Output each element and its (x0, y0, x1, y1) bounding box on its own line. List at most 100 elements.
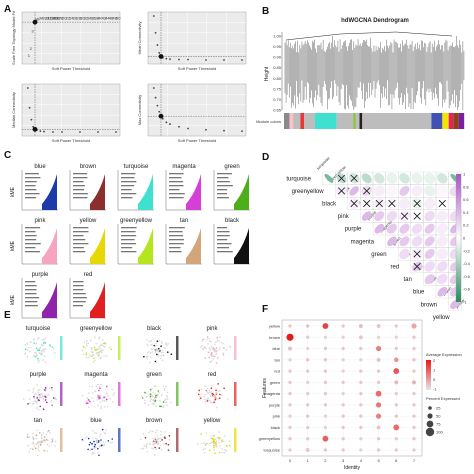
corr-ellipse (374, 223, 385, 234)
cell-point (36, 349, 39, 352)
cell-point (163, 387, 166, 390)
cell-point (168, 438, 171, 441)
cell-point (98, 337, 100, 340)
module-label: turquoise (286, 176, 311, 182)
feature-label: purple (269, 402, 281, 407)
corr-ellipse (437, 286, 448, 297)
cell-point (86, 340, 88, 343)
expression-dot (412, 335, 416, 339)
cell-point (101, 351, 103, 354)
cell-point (151, 351, 154, 353)
cell-point (162, 385, 165, 387)
cell-point (164, 431, 167, 433)
cell-point (225, 449, 227, 452)
cell-point (157, 350, 159, 352)
cell-point (36, 442, 38, 445)
cell-point (216, 436, 219, 439)
cell-point (210, 387, 213, 389)
cell-point (97, 387, 99, 390)
cell-point (41, 339, 43, 341)
expression-dot (412, 346, 416, 351)
cell-point (37, 394, 40, 396)
expression-dot (412, 358, 416, 362)
feature-label: green (270, 380, 280, 385)
expression-dot (359, 391, 363, 396)
cell-point (159, 350, 161, 352)
module-title: tan (34, 418, 42, 424)
cell-point (208, 399, 211, 402)
power-label: 17 (57, 15, 62, 20)
expression-dot (393, 368, 400, 375)
cell-point (206, 336, 209, 338)
cell-point (82, 439, 84, 442)
module-label-diag: brown (441, 285, 452, 296)
kme-area (42, 174, 57, 210)
dendrogram-branch (285, 31, 453, 41)
cell-point (109, 397, 111, 400)
cell-point (54, 444, 56, 447)
feature-colorbar (60, 336, 63, 360)
module-label-diag: yellow (454, 298, 465, 309)
cell-point (215, 362, 218, 364)
corr-ellipse (386, 210, 398, 222)
cell-point (212, 358, 214, 360)
feature-label: red (274, 369, 280, 374)
feature-colorbar (118, 336, 121, 360)
cell-point (97, 395, 99, 398)
cell-point (154, 385, 157, 388)
data-point (187, 127, 189, 130)
cell-point (204, 447, 206, 450)
expression-dot (394, 391, 398, 396)
cell-point (153, 442, 156, 445)
cell-point (100, 356, 102, 358)
cell-point (163, 389, 166, 392)
hub-gene-label (121, 197, 133, 199)
data-point (30, 118, 33, 121)
cell-point (153, 454, 156, 456)
cell-point (170, 353, 173, 356)
hub-gene-label (169, 185, 184, 187)
expression-dot (306, 335, 310, 339)
module-title: turquoise (124, 164, 149, 170)
cell-point (143, 399, 146, 402)
cell-point (203, 451, 206, 454)
cell-point (205, 432, 208, 435)
expression-dot (288, 448, 292, 452)
cell-point (204, 357, 207, 359)
cell-point (202, 348, 204, 350)
cell-point (109, 442, 112, 444)
corr-ellipse (374, 211, 385, 222)
corr-ellipse (436, 223, 448, 235)
expression-dot (341, 414, 345, 418)
cell-point (96, 349, 98, 352)
cell-point (85, 400, 88, 402)
kme-area (42, 282, 57, 318)
hub-gene-label (217, 239, 228, 241)
cell-point (26, 355, 29, 358)
cell-point (32, 436, 35, 439)
cell-point (208, 356, 210, 359)
cell-point (27, 346, 30, 349)
cell-point (149, 352, 152, 355)
cell-point (164, 347, 166, 349)
expression-dot (288, 391, 292, 396)
expression-dot (288, 414, 292, 418)
feature-colorbar (234, 382, 237, 406)
power-label: 48 (112, 15, 117, 20)
expression-dot (411, 323, 417, 329)
module-title: greenyellow (80, 326, 113, 332)
cell-point (93, 452, 95, 454)
cell-point (158, 391, 160, 394)
cell-point (96, 440, 99, 443)
cell-point (33, 443, 35, 445)
cell-point (147, 355, 149, 357)
expression-dot (288, 380, 292, 385)
expression-dot (412, 448, 416, 452)
module-title: red (208, 372, 217, 378)
cell-point (156, 442, 159, 445)
cell-point (200, 388, 203, 391)
corr-ellipse (399, 248, 410, 260)
module-color-bar (362, 113, 432, 129)
cell-point (215, 389, 217, 392)
cell-point (212, 441, 215, 443)
